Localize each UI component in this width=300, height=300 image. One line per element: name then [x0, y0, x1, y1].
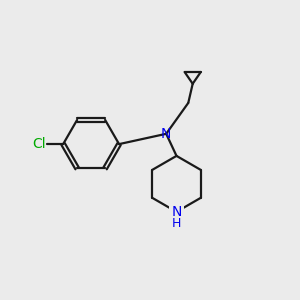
Text: H: H [172, 217, 181, 230]
Text: N: N [171, 205, 182, 219]
Text: N: N [161, 127, 171, 141]
Text: Cl: Cl [32, 137, 46, 151]
